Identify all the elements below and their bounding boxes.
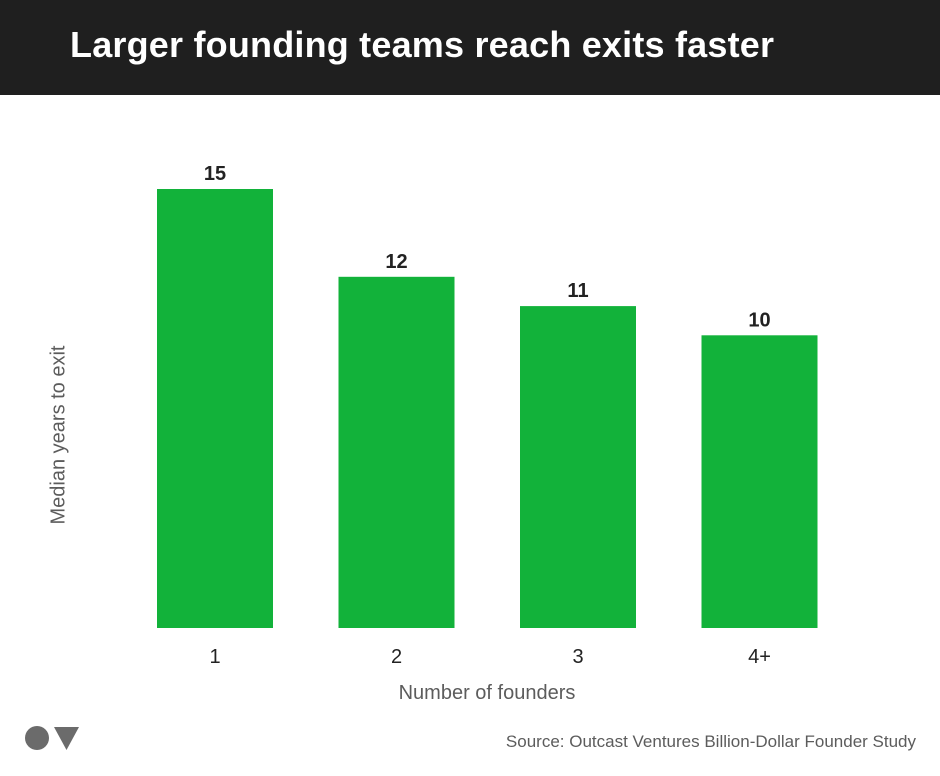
x-axis-label: Number of founders — [398, 682, 576, 704]
x-tick-label-1: 1 — [209, 646, 220, 668]
chart-title: Larger founding teams reach exits faster — [70, 24, 775, 65]
ov-logo-icon — [25, 726, 79, 750]
bar-2 — [338, 276, 455, 628]
data-label-2: 12 — [385, 251, 407, 273]
title-bar: Larger founding teams reach exits faster — [0, 0, 940, 95]
source-note: Source: Outcast Ventures Billion-Dollar … — [505, 732, 916, 751]
bar-1 — [157, 189, 273, 628]
data-label-4+: 10 — [748, 309, 770, 331]
data-label-1: 15 — [204, 163, 226, 185]
data-label-3: 11 — [567, 280, 588, 302]
x-tick-label-2: 2 — [391, 646, 402, 668]
bar-4+ — [701, 335, 818, 628]
x-tick-label-3: 3 — [572, 646, 583, 668]
y-axis-label: Median years to exit — [47, 345, 70, 525]
bar-3 — [520, 306, 636, 628]
x-tick-label-4+: 4+ — [748, 646, 771, 668]
